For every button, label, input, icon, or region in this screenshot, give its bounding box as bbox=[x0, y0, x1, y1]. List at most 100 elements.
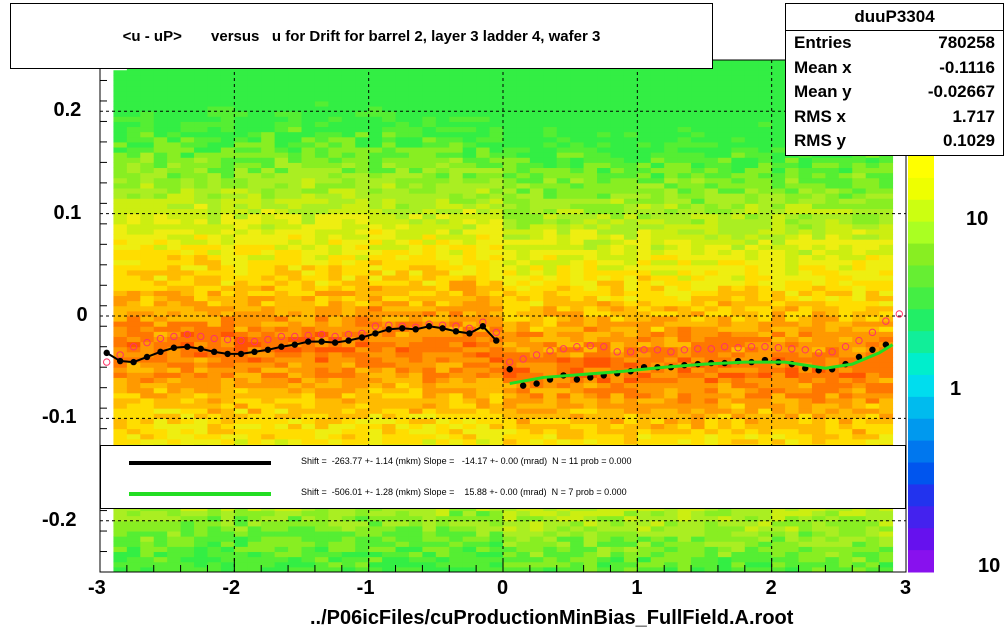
open-marker bbox=[828, 348, 836, 356]
stats-box: duuP3304 Entries 780258 Mean x -0.1116 M… bbox=[785, 3, 1004, 156]
y-tick-label: -0.1 bbox=[42, 406, 77, 429]
open-marker bbox=[291, 332, 299, 341]
open-marker bbox=[156, 334, 165, 343]
open-marker bbox=[694, 345, 702, 353]
x-tick-label: 1 bbox=[631, 577, 643, 599]
open-marker bbox=[895, 310, 903, 318]
open-marker bbox=[264, 335, 272, 344]
filled-marker bbox=[506, 366, 513, 373]
palette-swatch bbox=[908, 199, 934, 223]
palette-swatch bbox=[908, 374, 934, 398]
stats-row-rms-x: RMS x 1.717 bbox=[786, 105, 1003, 130]
open-marker bbox=[546, 347, 554, 355]
stats-key: Mean x bbox=[794, 57, 852, 77]
y-tick-label: 0.1 bbox=[53, 201, 82, 224]
open-marker bbox=[720, 343, 729, 351]
open-marker bbox=[492, 328, 500, 337]
palette-swatch bbox=[908, 265, 934, 288]
palette-swatch bbox=[908, 484, 934, 507]
palette-swatch bbox=[908, 177, 934, 201]
plot-title-text: <u - uP> versus u for Drift for barrel 2… bbox=[122, 27, 601, 45]
open-marker bbox=[667, 348, 675, 356]
stats-name: duuP3304 bbox=[786, 4, 1003, 31]
filled-marker bbox=[519, 382, 527, 389]
stats-row-entries: Entries 780258 bbox=[786, 31, 1003, 56]
open-marker bbox=[223, 335, 232, 344]
stats-key: Entries bbox=[794, 33, 852, 52]
y-tick-label: -0.2 bbox=[42, 508, 77, 531]
z-tick-label: 10 bbox=[978, 555, 1001, 577]
palette-swatch bbox=[908, 221, 934, 245]
open-marker bbox=[653, 346, 662, 354]
open-marker bbox=[626, 348, 635, 356]
legend-line-green bbox=[129, 492, 271, 496]
stats-value: 0.1029 bbox=[943, 131, 995, 150]
open-marker bbox=[532, 351, 541, 359]
fit-legend: Shift = -263.77 +- 1.14 (mkm) Slope = -1… bbox=[100, 445, 906, 509]
stats-key: Mean y bbox=[794, 82, 852, 101]
x-tick-label: 2 bbox=[765, 577, 777, 599]
open-marker bbox=[868, 328, 877, 337]
palette-swatch bbox=[908, 287, 934, 310]
open-marker bbox=[143, 338, 151, 347]
open-marker bbox=[103, 358, 111, 366]
green-fit-line bbox=[509, 343, 894, 386]
palette-swatch bbox=[908, 243, 934, 266]
filled-marker bbox=[869, 346, 876, 353]
x-tick-label: 3 bbox=[900, 577, 912, 599]
legend-line-black bbox=[129, 461, 271, 465]
stats-value: -0.02667 bbox=[927, 82, 995, 101]
open-marker bbox=[210, 334, 218, 343]
open-marker bbox=[613, 348, 621, 356]
open-marker bbox=[882, 317, 890, 325]
x-tick-label: -1 bbox=[356, 577, 375, 599]
palette-swatch bbox=[908, 396, 934, 420]
open-marker bbox=[506, 358, 514, 366]
filled-marker bbox=[573, 376, 581, 383]
palette-swatch bbox=[908, 528, 934, 551]
plot-title: <u - uP> versus u for Drift for barrel 2… bbox=[10, 3, 713, 69]
legend-text: Shift = -263.77 +- 1.14 (mkm) Slope = -1… bbox=[301, 456, 632, 466]
z-tick-label: 10 bbox=[966, 208, 989, 230]
legend-entry-black: Shift = -263.77 +- 1.14 (mkm) Slope = -1… bbox=[101, 453, 905, 473]
stats-row-mean-x: Mean x -0.1116 bbox=[786, 56, 1003, 81]
black-fit-line bbox=[106, 324, 498, 364]
open-marker bbox=[680, 346, 689, 354]
x-tick-label: -2 bbox=[222, 577, 241, 599]
palette-swatch bbox=[908, 353, 934, 376]
palette-swatch bbox=[908, 418, 934, 442]
open-marker bbox=[197, 332, 205, 341]
open-marker bbox=[801, 346, 809, 354]
stats-row-mean-y: Mean y -0.02667 bbox=[786, 80, 1003, 105]
open-marker bbox=[774, 344, 783, 352]
open-marker bbox=[640, 346, 648, 354]
open-marker bbox=[317, 330, 326, 339]
open-marker bbox=[600, 343, 608, 351]
data-series bbox=[103, 310, 903, 389]
open-marker bbox=[183, 330, 192, 339]
open-marker bbox=[788, 345, 796, 353]
open-marker bbox=[573, 343, 581, 351]
open-marker bbox=[277, 332, 286, 341]
open-marker bbox=[586, 341, 595, 350]
open-marker bbox=[559, 345, 568, 353]
open-marker bbox=[129, 343, 138, 351]
open-marker bbox=[237, 336, 245, 345]
open-marker bbox=[519, 355, 527, 363]
stats-value: 1.717 bbox=[952, 106, 995, 126]
open-marker bbox=[855, 336, 863, 345]
palette-swatch bbox=[908, 550, 934, 573]
y-tick-label: 0 bbox=[76, 304, 88, 326]
x-tick-label: 0 bbox=[497, 577, 509, 599]
filled-marker bbox=[533, 380, 540, 387]
x-axis-label: ../P06icFiles/cuProductionMinBias_FullFi… bbox=[310, 607, 794, 629]
open-marker bbox=[250, 337, 259, 346]
open-marker bbox=[734, 344, 742, 352]
stats-row-rms-y: RMS y 0.1029 bbox=[786, 129, 1003, 154]
palette-swatch bbox=[908, 462, 934, 485]
open-marker bbox=[814, 349, 823, 357]
open-marker bbox=[761, 343, 769, 351]
filled-marker bbox=[855, 353, 863, 361]
palette-swatch bbox=[908, 440, 934, 464]
